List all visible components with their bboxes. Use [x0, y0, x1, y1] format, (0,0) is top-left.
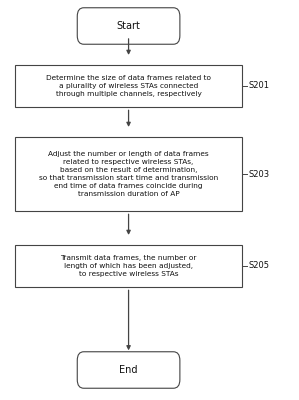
FancyBboxPatch shape	[77, 8, 180, 44]
Text: S203: S203	[248, 170, 269, 178]
Bar	[15, 245, 242, 287]
Text: Transmit data frames, the number or
length of which has been adjusted,
to respec: Transmit data frames, the number or leng…	[60, 255, 197, 277]
Text: Adjust the number or length of data frames
related to respective wireless STAs,
: Adjust the number or length of data fram…	[39, 151, 218, 197]
Text: S205: S205	[248, 262, 269, 270]
FancyBboxPatch shape	[77, 352, 180, 388]
Bar	[15, 65, 242, 107]
Text: Determine the size of data frames related to
a plurality of wireless STAs connec: Determine the size of data frames relate…	[46, 75, 211, 97]
Text: End: End	[119, 365, 138, 375]
Text: S201: S201	[248, 82, 269, 90]
Bar	[15, 137, 242, 211]
Text: Start: Start	[117, 21, 141, 31]
